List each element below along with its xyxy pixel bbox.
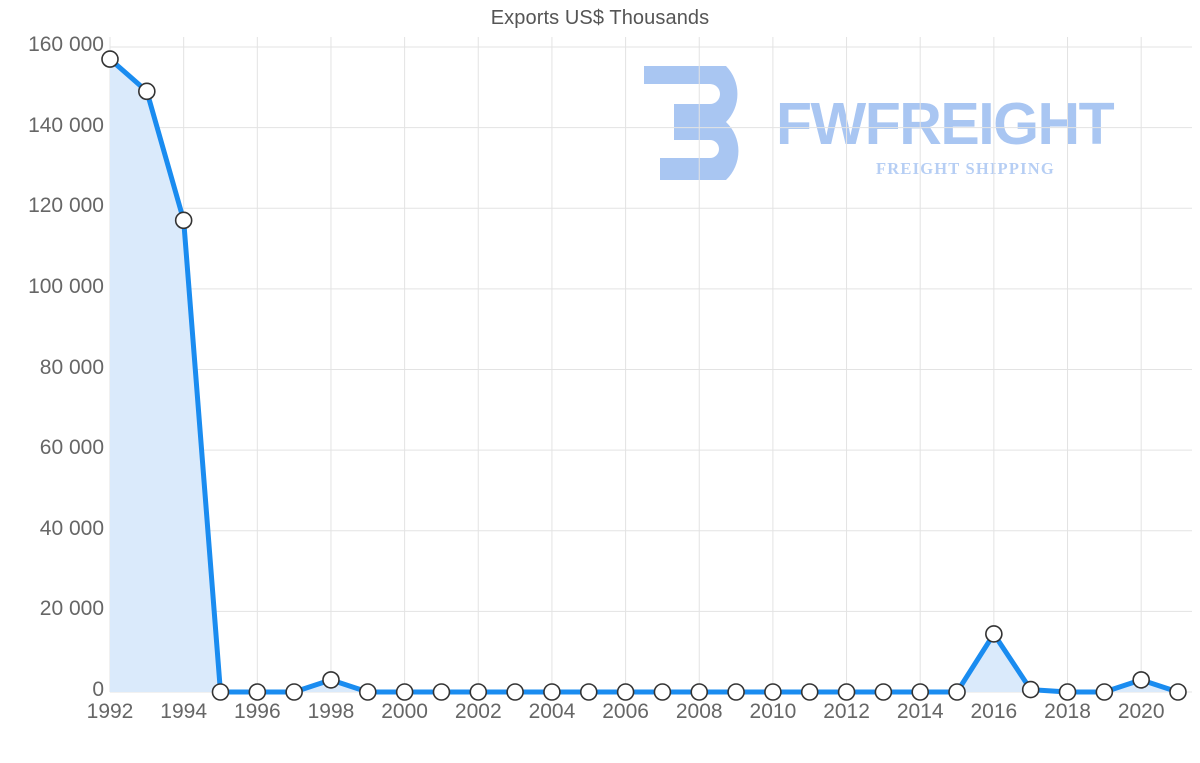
y-axis-tick-label: 140 000 xyxy=(28,113,104,137)
x-axis-tick-label: 1992 xyxy=(86,700,134,723)
chart-title: Exports US$ Thousands xyxy=(490,7,710,29)
data-point-marker[interactable] xyxy=(469,683,488,701)
x-axis-tick-label: 2014 xyxy=(896,700,944,723)
data-point-marker[interactable] xyxy=(874,683,893,701)
data-point-marker[interactable] xyxy=(101,50,119,68)
series-area-fill xyxy=(110,59,1178,692)
y-axis-tick-label: 100 000 xyxy=(28,274,104,298)
x-axis-tick-label: 2006 xyxy=(602,700,649,723)
x-axis-tick-label: 1998 xyxy=(307,700,355,723)
x-axis-tick-label: 2016 xyxy=(970,700,1018,723)
data-point-marker[interactable] xyxy=(543,683,561,701)
series-line xyxy=(107,56,1181,695)
y-axis-tick-label: 80 000 xyxy=(39,355,104,379)
data-point-marker[interactable] xyxy=(138,82,156,101)
data-point-marker[interactable] xyxy=(506,683,524,701)
y-axis-tick-label: 0 xyxy=(92,678,104,701)
horizontal-gridlines xyxy=(110,46,1192,693)
data-point-marker[interactable] xyxy=(764,683,782,701)
x-axis-tick-label: 2020 xyxy=(1117,700,1165,723)
x-axis-tick-label: 1994 xyxy=(160,700,207,723)
data-point-marker[interactable] xyxy=(690,683,709,701)
x-axis-tick-label: 2008 xyxy=(675,700,723,723)
data-point-marker[interactable] xyxy=(358,683,377,701)
y-axis-tick-label: 20 000 xyxy=(39,597,104,621)
data-point-marker[interactable] xyxy=(1132,671,1150,689)
x-axis-tick-label: 2002 xyxy=(454,700,502,723)
data-point-marker[interactable] xyxy=(579,683,598,701)
data-point-marker[interactable] xyxy=(432,683,451,701)
x-axis-tick-label: 2000 xyxy=(381,700,428,723)
data-point-marker[interactable] xyxy=(1058,683,1077,701)
data-point-marker[interactable] xyxy=(211,683,230,701)
series-markers xyxy=(101,50,1187,701)
x-axis-tick-label: 2004 xyxy=(528,700,576,723)
data-point-marker[interactable] xyxy=(174,211,193,230)
y-axis-tick-label: 60 000 xyxy=(39,436,104,460)
data-point-marker[interactable] xyxy=(837,683,856,701)
x-axis-tick-label: 2012 xyxy=(823,700,870,723)
data-point-marker[interactable] xyxy=(653,683,672,701)
data-point-marker[interactable] xyxy=(285,683,303,701)
data-point-marker[interactable] xyxy=(1169,683,1187,701)
data-point-marker[interactable] xyxy=(911,683,930,701)
y-axis-tick-label: 160 000 xyxy=(28,33,104,56)
y-axis-tick-label: 120 000 xyxy=(28,194,104,218)
data-point-marker[interactable] xyxy=(1095,683,1114,701)
x-axis-tick-label: 2010 xyxy=(749,700,797,723)
data-point-marker[interactable] xyxy=(322,671,340,689)
data-point-marker[interactable] xyxy=(727,683,745,701)
x-axis-tick-label: 1996 xyxy=(233,700,281,723)
data-point-marker[interactable] xyxy=(800,683,819,701)
data-point-marker[interactable] xyxy=(1021,680,1040,699)
vertical-gridlines xyxy=(109,37,1142,692)
data-point-marker[interactable] xyxy=(985,625,1003,643)
data-point-marker[interactable] xyxy=(948,683,966,701)
y-axis-tick-label: 40 000 xyxy=(39,516,104,540)
data-point-marker[interactable] xyxy=(395,683,414,701)
data-point-marker[interactable] xyxy=(616,683,635,701)
data-point-marker[interactable] xyxy=(248,683,267,701)
x-axis-tick-label: 2018 xyxy=(1044,700,1091,723)
